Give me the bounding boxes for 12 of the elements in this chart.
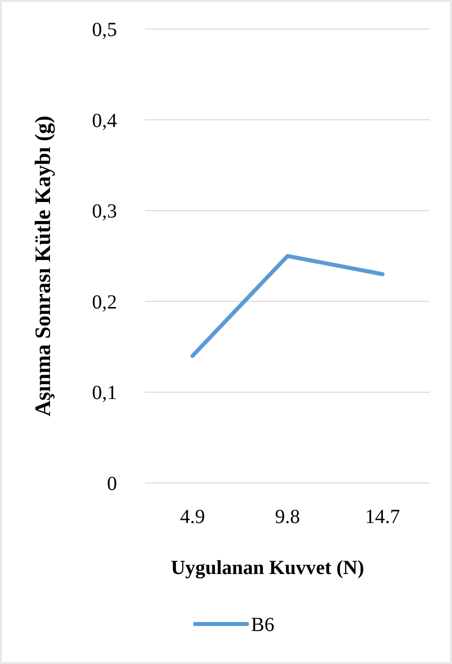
legend-label: B6 xyxy=(251,614,274,636)
y-tick-label: 0,4 xyxy=(92,110,117,132)
y-axis-title: Aşınma Sonrası Kütle Kaybı (g) xyxy=(30,116,55,416)
y-tick-label: 0 xyxy=(107,473,117,495)
y-tick-label: 0,2 xyxy=(92,291,117,314)
x-tick-label: 14.7 xyxy=(365,506,400,528)
x-tick-label: 9.8 xyxy=(275,506,300,528)
y-tick-label: 0,5 xyxy=(92,19,117,41)
y-tick-label: 0,3 xyxy=(92,200,117,223)
x-tick-label: 4.9 xyxy=(180,506,205,528)
x-axis-title: Uygulanan Kuvvet (N) xyxy=(170,557,364,579)
y-tick-label: 0,1 xyxy=(92,382,117,404)
